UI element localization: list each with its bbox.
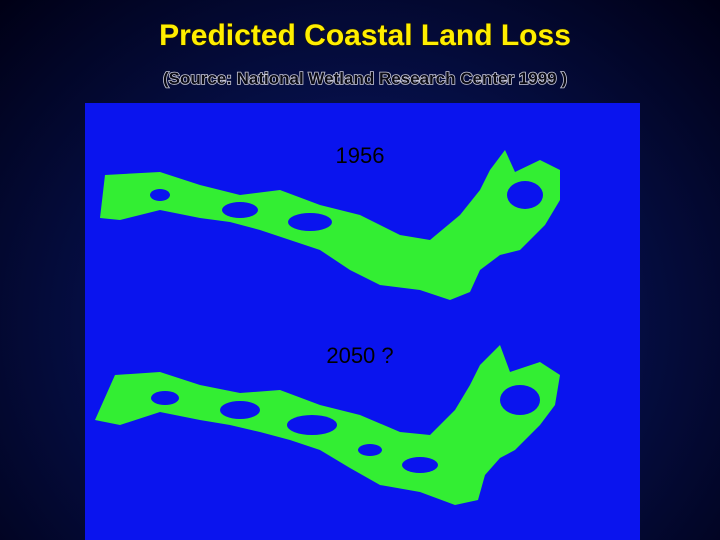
lake	[150, 189, 170, 201]
lake	[507, 181, 543, 209]
lake	[288, 213, 332, 231]
lake	[402, 457, 438, 473]
slide-title: Predicted Coastal Land Loss	[159, 19, 571, 52]
map-1956: 1956	[100, 143, 560, 300]
slide-subtitle: (Source: National Wetland Research Cente…	[163, 69, 567, 88]
lake	[151, 391, 179, 405]
lake	[358, 444, 382, 456]
lake	[222, 202, 258, 218]
lake	[220, 401, 260, 419]
lake	[287, 415, 337, 435]
map-label: 2050 ?	[326, 343, 393, 368]
map-2050: 2050 ?	[95, 343, 560, 505]
lake	[500, 385, 540, 415]
map-label: 1956	[336, 143, 385, 168]
